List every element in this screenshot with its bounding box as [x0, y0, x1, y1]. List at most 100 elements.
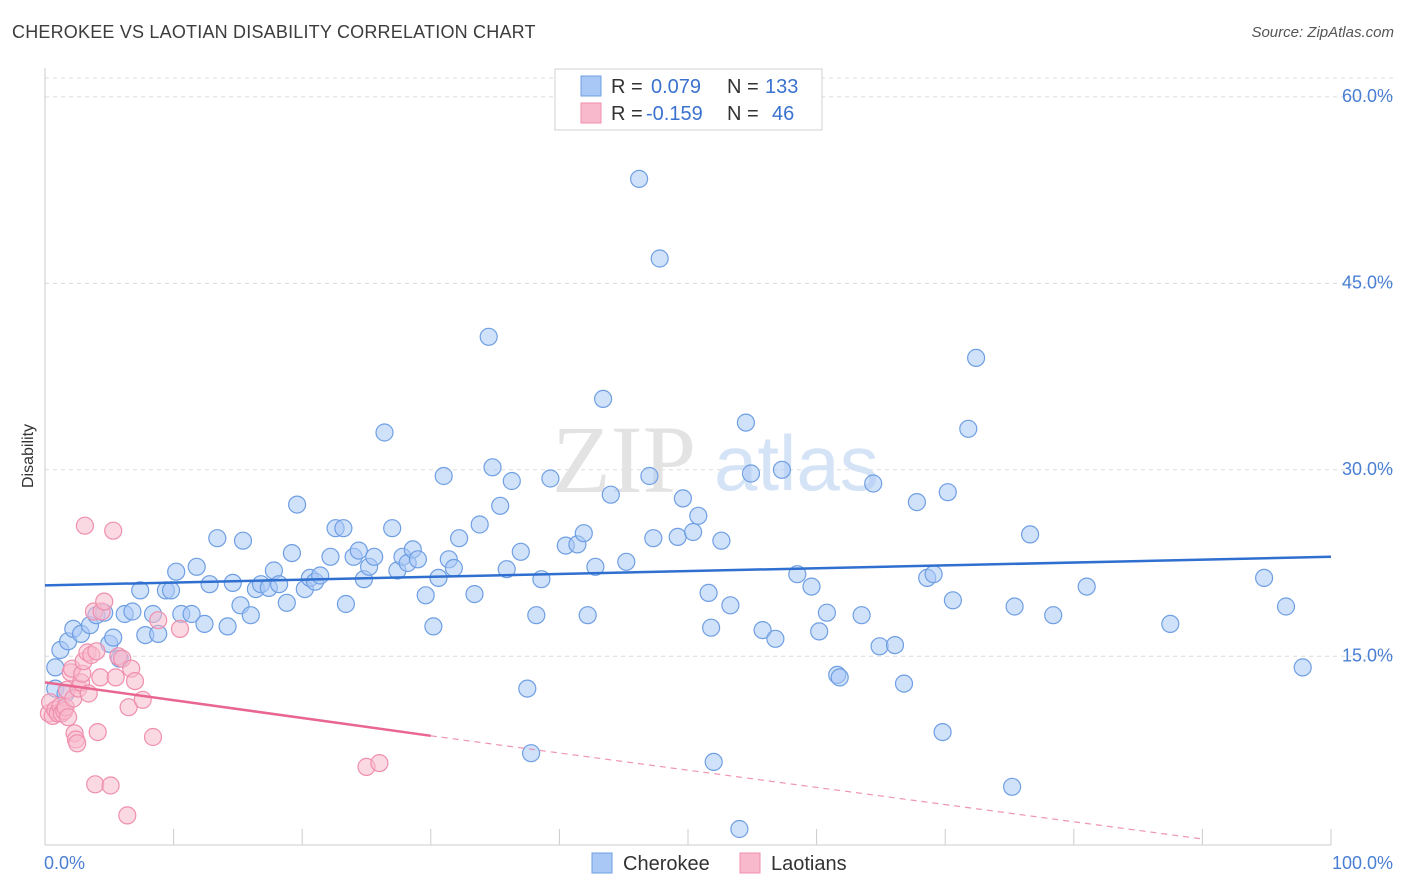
laotians-point-37 [118, 806, 137, 825]
cherokee-point-64 [434, 466, 453, 486]
legend-r-value-laotians: -0.159 [646, 103, 703, 125]
legend-r-label-cherokee: R = [611, 76, 643, 98]
y-tick-label-1: 30.0% [1342, 459, 1393, 479]
legend-r-label-laotians: R = [611, 103, 643, 125]
cherokee-point-54 [375, 423, 394, 442]
laotians-trend-line-extrapolated [430, 735, 1203, 840]
cherokee-point-106 [766, 629, 785, 648]
laotians-point-42 [143, 727, 163, 747]
cherokee-point-71 [483, 458, 502, 477]
cherokee-point-66 [444, 558, 463, 578]
correlation-legend: R = 0.079 N = 133 R = -0.159 N = 46 [554, 68, 823, 131]
cherokee-point-130 [1044, 606, 1063, 625]
cherokee-point-94 [673, 489, 693, 508]
cherokee-point-55 [383, 519, 402, 538]
cherokee-point-80 [541, 469, 560, 488]
cherokee-point-78 [527, 606, 546, 625]
chart-source: Source: ZipAtlas.com [1251, 24, 1394, 41]
cherokee-point-72 [491, 496, 510, 515]
cherokee-point-28 [218, 617, 237, 636]
bottom-legend-swatch-cherokee [591, 852, 613, 874]
cherokee-point-31 [233, 531, 253, 550]
cherokee-point-89 [629, 169, 649, 188]
laotians-point-21 [75, 516, 95, 535]
cherokee-point-131 [1077, 577, 1096, 596]
cherokee-point-109 [802, 577, 821, 596]
laotians-point-40 [125, 671, 145, 691]
cherokee-point-119 [907, 493, 927, 512]
cherokee-point-117 [885, 635, 905, 655]
cherokee-point-74 [502, 471, 521, 491]
legend-swatch-cherokee [580, 75, 602, 97]
cherokee-point-38 [277, 593, 296, 612]
cherokee-point-11 [104, 628, 123, 647]
bottom-legend-swatch-laotians [739, 852, 761, 874]
watermark-atlas: atlas [714, 419, 879, 507]
cherokee-point-62 [424, 617, 443, 636]
cherokee-point-95 [683, 522, 703, 542]
cherokee-point-47 [334, 519, 353, 538]
cherokee-point-107 [772, 460, 792, 479]
cherokee-point-102 [730, 819, 749, 839]
cherokee-point-37 [270, 575, 289, 594]
cherokee-point-84 [578, 606, 597, 625]
laotians-point-27 [87, 642, 106, 661]
cherokee-point-121 [924, 565, 943, 584]
cherokee-point-96 [689, 506, 708, 525]
cherokee-point-87 [601, 485, 620, 504]
cherokee-point-105 [753, 620, 772, 640]
cherokee-point-88 [617, 552, 636, 571]
laotians-point-33 [104, 521, 123, 540]
cherokee-point-48 [336, 594, 355, 614]
cherokee-point-21 [167, 562, 186, 581]
watermark-zip: ZIP [552, 406, 696, 513]
cherokee-point-116 [870, 637, 889, 656]
cherokee-point-132 [1161, 614, 1180, 634]
legend-n-label-laotians: N = [727, 103, 759, 125]
cherokee-point-68 [465, 584, 484, 604]
laotians-point-38 [119, 698, 138, 717]
cherokee-point-67 [450, 529, 469, 548]
legend-n-value-cherokee: 133 [765, 76, 798, 98]
cherokee-point-15 [131, 581, 150, 600]
cherokee-point-135 [1293, 658, 1312, 677]
laotians-point-46 [370, 753, 389, 773]
cherokee-point-99 [704, 752, 723, 772]
cherokee-point-73 [497, 560, 516, 579]
x-tick-label-min: 0.0% [44, 853, 85, 873]
laotians-point-32 [101, 776, 120, 795]
cherokee-point-75 [511, 542, 530, 561]
cherokee-point-100 [712, 531, 731, 550]
cherokee-point-76 [518, 679, 537, 698]
cherokee-point-133 [1254, 568, 1274, 588]
chart-title: CHEROKEE VS LAOTIAN DISABILITY CORRELATI… [12, 22, 536, 42]
laotians-point-43 [149, 611, 168, 630]
cherokee-point-104 [741, 464, 761, 483]
cherokee-point-60 [408, 550, 427, 569]
laotians-point-29 [91, 668, 110, 687]
cherokee-point-27 [208, 529, 227, 548]
cherokee-point-103 [736, 413, 756, 432]
cherokee-point-29 [223, 573, 242, 593]
bottom-legend-label-cherokee: Cherokee [623, 853, 710, 875]
cherokee-point-123 [938, 483, 957, 502]
cherokee-point-97 [699, 583, 718, 603]
x-tick-label-max: 100.0% [1332, 853, 1393, 873]
laotians-point-31 [95, 592, 114, 611]
cherokee-point-20 [161, 581, 181, 600]
y-tick-label-0: 15.0% [1342, 645, 1393, 665]
y-axis-label: Disability [20, 424, 37, 488]
cherokee-point-40 [288, 495, 307, 514]
laotians-point-10 [58, 708, 78, 727]
y-tick-label-3: 60.0% [1342, 86, 1393, 106]
cherokee-point-45 [321, 547, 340, 566]
cherokee-point-90 [640, 466, 659, 486]
cherokee-point-134 [1276, 597, 1296, 616]
cherokee-point-69 [470, 515, 489, 534]
cherokee-point-86 [593, 389, 613, 408]
cherokee-point-50 [349, 541, 368, 560]
cherokee-point-85 [586, 557, 605, 576]
series-legend: Cherokee Laotians [591, 852, 847, 875]
laotians-point-28 [88, 722, 107, 742]
cherokee-point-70 [479, 327, 498, 346]
